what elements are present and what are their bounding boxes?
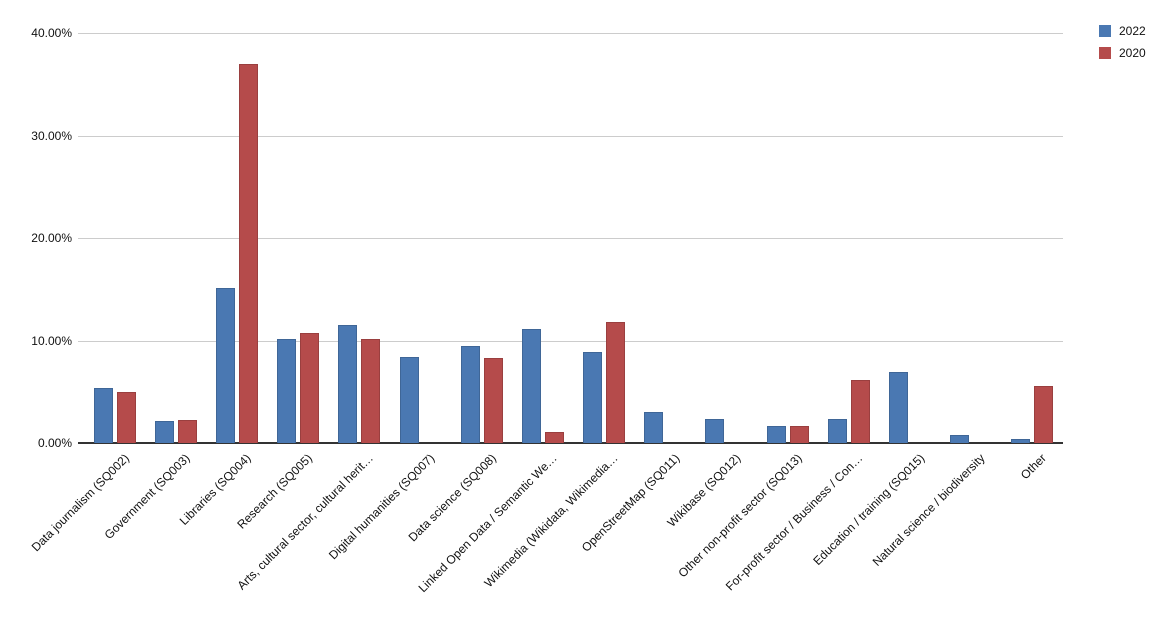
y-axis-tick-label: 10.00%	[31, 333, 72, 348]
gridline	[78, 33, 1063, 34]
y-axis-tick-label: 0.00%	[37, 436, 72, 450]
bar-2022-2	[215, 288, 235, 443]
bar-2022-13	[889, 372, 909, 443]
bar-2020-0	[116, 391, 136, 443]
bar-2022-14	[950, 434, 970, 443]
bar-2020-12	[850, 380, 870, 443]
bar-2020-7	[544, 431, 564, 443]
bar-2022-8	[583, 351, 603, 443]
legend-label-2020: 2020	[1119, 46, 1146, 60]
x-axis-label: Natural science / biodiversity	[870, 451, 989, 569]
x-axis-label: Other non-profit sector (SQ013)	[675, 451, 805, 581]
gridline	[78, 238, 1063, 239]
bar-2020-8	[606, 322, 626, 443]
x-axis-label: Education / training (SQ015)	[809, 451, 927, 568]
bar-2020-15	[1034, 385, 1054, 443]
bar-2022-15	[1011, 438, 1031, 443]
gridline	[78, 340, 1063, 342]
bar-2022-4	[338, 325, 358, 443]
bar-2022-7	[521, 329, 541, 443]
legend-label-2022: 2022	[1119, 24, 1146, 38]
x-axis-label: Other	[1018, 451, 1050, 483]
y-axis-tick-label: 30.00%	[31, 128, 72, 143]
bar-2022-11	[766, 425, 786, 443]
bar-2020-3	[300, 333, 320, 443]
x-axis-label: Digital humanities (SQ007)	[326, 451, 438, 563]
x-axis-label: Data journalism (SQ002)	[28, 451, 132, 555]
legend-swatch-2020-icon	[1099, 47, 1111, 59]
legend: 2022 2020	[1099, 25, 1146, 59]
x-axis-label: Wikimedia (Wikidata, Wikimedia…	[481, 451, 621, 591]
bar-2022-5	[399, 356, 419, 443]
bar-2020-4	[361, 339, 381, 443]
y-axis-tick-label: 40.00%	[31, 26, 72, 40]
bar-2022-6	[460, 345, 480, 443]
y-axis-tick-label: 20.00%	[31, 231, 72, 245]
gridline	[78, 135, 1063, 137]
bar-2022-0	[93, 387, 113, 443]
legend-swatch-2022-icon	[1099, 25, 1111, 37]
bar-2022-1	[154, 421, 174, 443]
bar-2022-9	[644, 412, 664, 443]
bar-2020-11	[789, 425, 809, 443]
legend-item-2022: 2022	[1099, 25, 1146, 37]
bar-2020-1	[177, 420, 197, 443]
bar-2020-2	[238, 63, 258, 443]
legend-item-2020: 2020	[1099, 47, 1146, 59]
x-axis-line	[78, 442, 1063, 444]
bar-2022-10	[705, 419, 725, 443]
bar-2020-6	[483, 357, 503, 443]
bar-2022-12	[827, 419, 847, 443]
bar-2022-3	[277, 339, 297, 443]
